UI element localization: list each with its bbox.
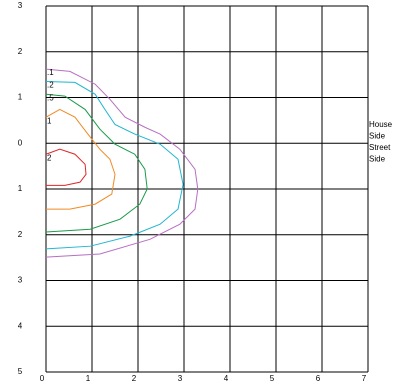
contour-line: [45, 93, 148, 233]
y-tick-label: 2: [18, 230, 23, 239]
x-tick-label: 4: [224, 374, 229, 383]
contour-label: 1: [47, 116, 52, 125]
x-tick-label: 0: [40, 374, 45, 383]
y-tick-label: 2: [18, 47, 23, 56]
annotation: Street: [369, 143, 391, 152]
y-tick-label: 1: [18, 93, 23, 102]
y-tick-label: 1: [18, 184, 23, 193]
contour-line: [45, 108, 116, 210]
y-tick-label: 4: [18, 321, 23, 330]
x-tick-label: 3: [178, 374, 183, 383]
x-tick-label: 1: [86, 374, 91, 383]
y-tick-label: 0: [18, 138, 23, 147]
x-tick-label: 2: [132, 374, 137, 383]
x-tick-label: 7: [362, 374, 367, 383]
contour-label: .2: [47, 81, 54, 90]
contour-label: 2: [47, 153, 52, 162]
contour-line: [45, 80, 184, 250]
annotation: Side: [369, 155, 386, 164]
contour-label: .1: [47, 68, 54, 77]
x-tick-label: 6: [316, 374, 321, 383]
contour-label: .5: [47, 93, 54, 102]
y-tick-label: 3: [18, 1, 23, 10]
annotation: Side: [369, 132, 386, 141]
y-tick-label: 3: [18, 276, 23, 285]
contour-line: [45, 68, 199, 258]
annotation: House: [369, 120, 393, 129]
contour-line: [45, 148, 87, 186]
x-tick-label: 5: [270, 374, 275, 383]
y-tick-label: 5: [18, 367, 23, 376]
